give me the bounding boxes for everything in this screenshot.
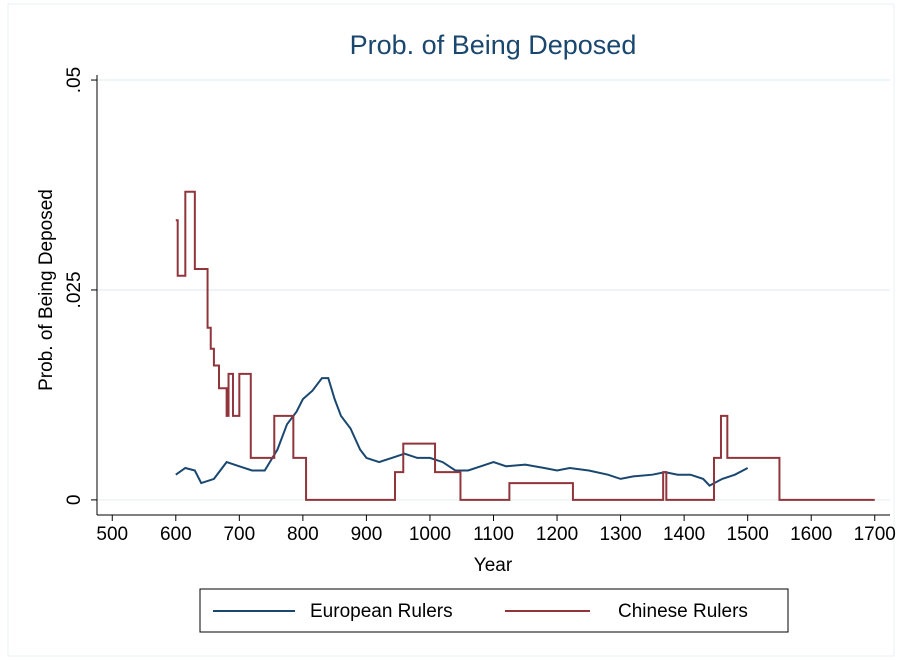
series-line bbox=[175, 190, 875, 501]
x-tick-label: 1200 bbox=[536, 524, 578, 545]
series-line bbox=[175, 377, 749, 487]
x-axis-label: Year bbox=[474, 555, 513, 576]
x-tick-label: 1300 bbox=[599, 524, 641, 545]
y-tick-label: .025 bbox=[64, 271, 85, 308]
background bbox=[7, 3, 895, 657]
x-tick-label: 1000 bbox=[409, 524, 451, 545]
x-tick-label: 1600 bbox=[790, 524, 832, 545]
x-tick-label: 500 bbox=[96, 524, 128, 545]
x-tick-label: 800 bbox=[287, 524, 319, 545]
y-axis-label: Prob. of Being Deposed bbox=[36, 189, 57, 391]
y-tick-label: 0 bbox=[64, 495, 85, 506]
x-tick-label: 900 bbox=[351, 524, 383, 545]
legend-label: Chinese Rulers bbox=[618, 601, 748, 622]
chart-title: Prob. of Being Deposed bbox=[350, 30, 637, 60]
x-tick-label: 1500 bbox=[727, 524, 769, 545]
x-tick-label: 1700 bbox=[854, 524, 896, 545]
legend-label: European Rulers bbox=[310, 601, 453, 622]
x-tick-label: 700 bbox=[223, 524, 255, 545]
y-tick-label: .05 bbox=[64, 67, 85, 93]
x-tick-label: 600 bbox=[160, 524, 192, 545]
x-tick-label: 1400 bbox=[663, 524, 705, 545]
legend bbox=[199, 588, 789, 633]
x-tick-label: 1100 bbox=[473, 524, 514, 545]
